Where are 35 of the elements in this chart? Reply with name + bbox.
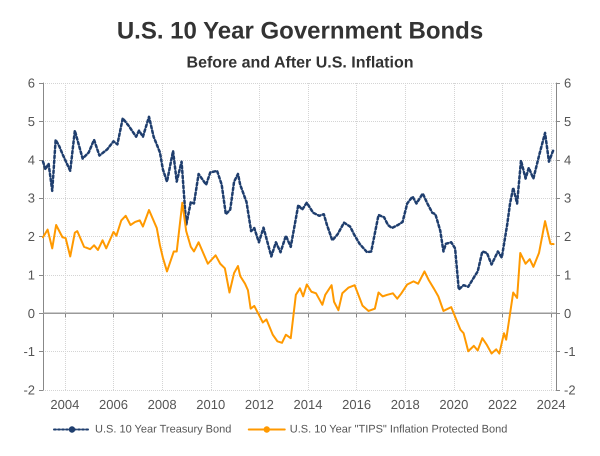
x-tick-label: 2012	[244, 397, 274, 412]
y2-tick-label: -1	[564, 344, 576, 360]
x-tick-label: 2016	[342, 397, 372, 412]
x-tick-label: 2022	[488, 397, 517, 412]
y-tick-label: 0	[28, 306, 35, 321]
x-tick-label: 2004	[50, 397, 80, 412]
y-tick-label: 5	[28, 114, 35, 129]
y2-tick-label: 6	[564, 76, 572, 90]
y2-tick-label: 5	[564, 114, 572, 129]
x-tick-label: 2010	[196, 397, 226, 412]
y2-tick-label: 0	[564, 306, 572, 321]
y-tick-label: 3	[28, 190, 35, 206]
x-tick-label: 2006	[99, 397, 128, 412]
line-series	[42, 116, 555, 291]
y-tick-label: 4	[28, 152, 35, 168]
y-tick-label: -1	[23, 344, 35, 360]
x-tick-label: 2024	[536, 397, 566, 412]
line-series	[42, 202, 555, 355]
y2-tick-label: 2	[564, 229, 572, 244]
x-tick-label: 2014	[294, 397, 322, 412]
chart-subtitle: Before and After U.S. Inflation	[186, 54, 414, 72]
y-tick-label: 2	[28, 229, 35, 244]
legend-label: U.S. 10 Year "TIPS" Inflation Protected Bond	[290, 424, 508, 436]
x-tick-label: 2018	[390, 397, 420, 412]
x-tick-label: 2020	[439, 397, 468, 412]
y2-tick-label: 3	[564, 190, 572, 206]
y-tick-label: -2	[23, 382, 35, 398]
y-tick-label: 6	[28, 76, 35, 90]
chart-title: U.S. 10 Year Government Bonds	[116, 18, 484, 44]
y2-tick-label: -2	[564, 382, 576, 398]
x-tick-label: 2008	[148, 397, 177, 412]
y2-tick-label: 1	[564, 267, 572, 282]
y-tick-label: 1	[28, 267, 35, 282]
y2-tick-label: 4	[564, 152, 572, 168]
legend-label: U.S. 10 Year Treasury Bond	[95, 424, 232, 436]
